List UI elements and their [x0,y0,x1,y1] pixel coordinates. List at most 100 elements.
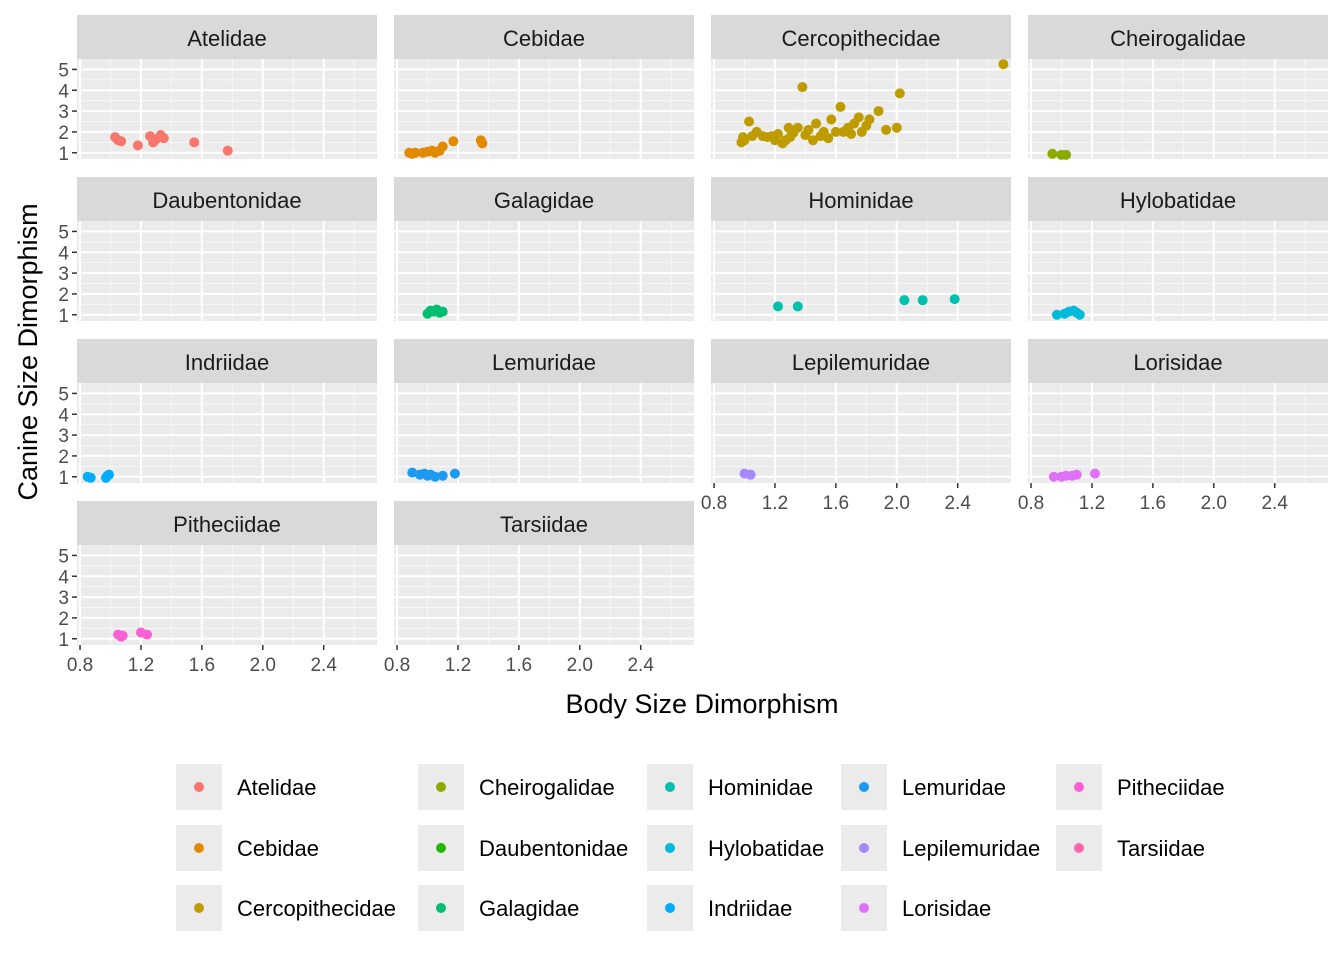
facet-background [394,545,694,645]
facet-background [1028,59,1328,159]
data-point [792,301,803,312]
legend-key-point [859,903,869,913]
legend-item: Cercopithecidae [176,885,396,931]
facet-strip-label: Tarsiidae [500,512,588,537]
facet-panel: Hominidae [711,177,1011,321]
x-tick-label: 2.0 [567,655,593,676]
y-tick-label: 5 [58,384,69,405]
facet-strip [394,177,694,221]
data-point [739,135,750,146]
data-point [437,141,448,152]
legend-label: Lemuridae [902,775,1006,800]
legend-label: Lepilemuridae [902,836,1040,861]
facet-panel: Tarsiidae 0.8 1.2 1.6 2.0 2.4 [384,501,694,676]
legend-label: Tarsiidae [1117,836,1205,861]
y-tick-label: 5 [58,546,69,567]
x-tick-label: 2.4 [310,655,337,676]
y-tick-label: 5 [58,222,69,243]
legend-item: Hominidae [647,764,813,810]
data-point [823,133,834,144]
x-tick-label: 1.2 [128,655,154,676]
facet-strip [77,501,377,545]
facet-strip [77,177,377,221]
data-point [917,295,928,306]
legend-item: Indriidae [647,885,792,931]
data-point [85,472,96,483]
data-point [808,135,819,146]
y-axis-title: Canine Size Dimorphism [13,203,43,500]
legend-item: Cheirogalidae [418,764,615,810]
data-point [1090,468,1101,479]
facet-strip [77,339,377,383]
data-point [792,122,803,133]
data-point [222,145,233,156]
data-point [745,469,756,480]
legend-key-point [194,782,204,792]
legend-label: Cheirogalidae [479,775,615,800]
legend-label: Atelidae [237,775,317,800]
facet-background [711,59,1011,159]
facet-strip-label: Lemuridae [492,350,596,375]
legend-item: Daubentonidae [418,825,628,871]
data-point [430,471,441,482]
x-axis-title: Body Size Dimorphism [565,689,838,719]
data-point [477,138,488,149]
legend-label: Pitheciidae [1117,775,1225,800]
facet-background [77,545,377,645]
legend-key-point [436,782,446,792]
facet-panel: Cebidae [394,15,694,159]
data-point [103,469,114,480]
facet-strip-label: Hylobatidae [1120,188,1236,213]
legend-key-point [1074,782,1084,792]
x-tick-label: 0.8 [67,655,93,676]
legend-key-point [436,843,446,853]
legend-item: Lemuridae [841,764,1006,810]
facet-strip [394,501,694,545]
data-point [773,301,784,312]
legend-item: Lorisidae [841,885,991,931]
data-point [117,630,128,641]
legend-label: Hylobatidae [708,836,824,861]
facet-panel: Hylobatidae [1028,177,1328,321]
x-tick-label: 2.4 [627,655,654,676]
legend-key-point [194,903,204,913]
facet-strip [711,177,1011,221]
data-point [744,116,755,127]
facet-strip [1028,177,1328,221]
y-tick-label: 3 [58,264,69,285]
facet-strip-label: Cebidae [503,26,585,51]
legend-label: Galagidae [479,896,579,921]
legend-key-point [859,843,869,853]
legend-item: Lepilemuridae [841,825,1040,871]
legend-item: Tarsiidae [1056,825,1205,871]
legend-label: Cercopithecidae [237,896,396,921]
y-tick-label: 2 [58,609,69,630]
data-point [132,140,143,151]
legend-item: Atelidae [176,764,317,810]
facet-background [77,383,377,483]
data-point [894,88,905,99]
facet-strip-label: Cercopithecidae [782,26,941,51]
data-point [437,470,448,481]
x-tick-label: 2.0 [250,655,276,676]
facet-background [711,383,1011,483]
data-point [1051,309,1062,320]
data-point [1047,148,1058,159]
data-point [853,112,864,123]
facet-strip [77,15,377,59]
y-tick-label: 2 [58,447,69,468]
data-point [449,468,460,479]
y-tick-label: 2 [58,285,69,306]
data-point [873,106,884,117]
x-tick-label: 0.8 [1018,493,1044,514]
facet-panel: Lemuridae [394,339,694,483]
data-point [142,629,153,640]
y-tick-label: 4 [58,243,69,264]
x-tick-label: 1.6 [823,493,849,514]
y-tick-label: 1 [58,630,69,651]
